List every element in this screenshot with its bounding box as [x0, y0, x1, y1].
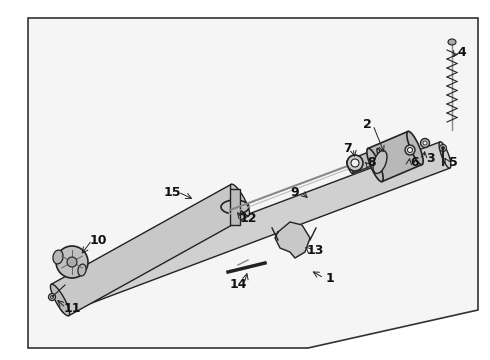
Text: 15: 15 — [163, 185, 181, 198]
Ellipse shape — [440, 144, 446, 152]
Polygon shape — [51, 184, 249, 316]
Text: 8: 8 — [368, 157, 376, 170]
Ellipse shape — [56, 246, 88, 278]
Text: 1: 1 — [326, 271, 334, 284]
Text: 14: 14 — [229, 278, 247, 291]
Text: 4: 4 — [458, 45, 466, 58]
Ellipse shape — [377, 148, 383, 162]
Ellipse shape — [405, 145, 415, 155]
Polygon shape — [347, 149, 383, 174]
Text: 12: 12 — [239, 211, 257, 225]
Polygon shape — [275, 222, 310, 258]
Ellipse shape — [407, 131, 423, 165]
Ellipse shape — [78, 264, 86, 276]
Text: 9: 9 — [291, 185, 299, 198]
Ellipse shape — [347, 155, 363, 171]
Polygon shape — [28, 18, 478, 348]
Ellipse shape — [423, 141, 427, 145]
Ellipse shape — [50, 296, 53, 298]
Ellipse shape — [50, 284, 70, 316]
Polygon shape — [230, 189, 240, 225]
Ellipse shape — [448, 39, 456, 45]
Text: 13: 13 — [306, 243, 324, 256]
Ellipse shape — [408, 148, 413, 153]
Text: 5: 5 — [449, 156, 457, 168]
Text: 11: 11 — [63, 302, 81, 315]
Text: 6: 6 — [411, 157, 419, 170]
Ellipse shape — [54, 287, 66, 313]
Text: 7: 7 — [343, 141, 351, 154]
Ellipse shape — [439, 142, 451, 168]
Ellipse shape — [420, 139, 430, 148]
Ellipse shape — [230, 184, 249, 216]
Ellipse shape — [441, 147, 444, 149]
Polygon shape — [368, 131, 422, 181]
Polygon shape — [55, 142, 450, 313]
Ellipse shape — [347, 161, 353, 174]
Text: 10: 10 — [89, 234, 107, 247]
Ellipse shape — [49, 293, 55, 301]
Ellipse shape — [367, 148, 383, 182]
Ellipse shape — [67, 257, 77, 267]
Ellipse shape — [351, 159, 359, 167]
Text: 2: 2 — [363, 118, 371, 131]
Ellipse shape — [53, 250, 63, 264]
Text: 3: 3 — [426, 152, 434, 165]
Ellipse shape — [373, 150, 387, 174]
